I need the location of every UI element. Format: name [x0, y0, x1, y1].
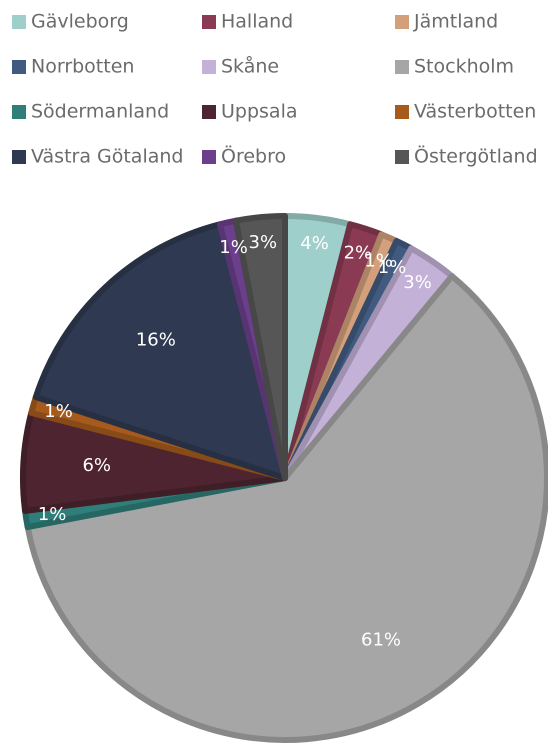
legend-swatch — [395, 150, 409, 164]
legend-label: Stockholm — [414, 56, 514, 78]
slice-label: 2% — [344, 243, 373, 264]
legend: Gävleborg Halland Jämtland Norrbotten Skåne S… — [12, 11, 538, 168]
legend-label: Skåne — [221, 55, 279, 78]
legend-label: Uppsala — [221, 101, 298, 123]
legend-label: Norrbotten — [31, 56, 134, 78]
slice-label: 3% — [403, 272, 432, 293]
slice-label: 1% — [38, 504, 67, 525]
legend-swatch — [202, 60, 216, 74]
slice-label: 1% — [219, 237, 248, 258]
slice-label: 1% — [378, 257, 407, 278]
legend-label: Gävleborg — [31, 11, 129, 33]
legend-swatch — [202, 15, 216, 29]
legend-swatch — [395, 105, 409, 119]
legend-label: Södermanland — [31, 101, 169, 123]
legend-label: Halland — [221, 11, 293, 33]
slice — [24, 273, 548, 743]
legend-swatch — [202, 150, 216, 164]
legend-swatch — [395, 15, 409, 29]
legend-label: Örebro — [221, 145, 286, 168]
legend-swatch — [395, 60, 409, 74]
legend-label: Västerbotten — [414, 101, 536, 123]
slice-label: 3% — [249, 232, 278, 253]
slice-label: 1% — [44, 401, 73, 422]
legend-label: Jämtland — [413, 11, 498, 33]
slice-label: 61% — [361, 629, 401, 650]
slice-label: 4% — [300, 233, 329, 254]
legend-label: Östergötland — [414, 145, 538, 168]
slice-label: 1% — [364, 251, 393, 272]
slice-label: 6% — [82, 455, 111, 476]
slice-labels: 4% 2%1%1%3%61%1%6%1%16%1% 3% — [38, 232, 432, 650]
legend-label: Västra Götaland — [31, 146, 183, 168]
legend-swatch — [202, 105, 216, 119]
legend-swatch — [12, 150, 26, 164]
legend-swatch — [12, 105, 26, 119]
pie — [20, 213, 548, 743]
slice — [32, 221, 288, 481]
slice — [232, 213, 288, 481]
slice-label: 16% — [136, 329, 176, 350]
legend-swatch — [12, 15, 26, 29]
legend-swatch — [12, 60, 26, 74]
